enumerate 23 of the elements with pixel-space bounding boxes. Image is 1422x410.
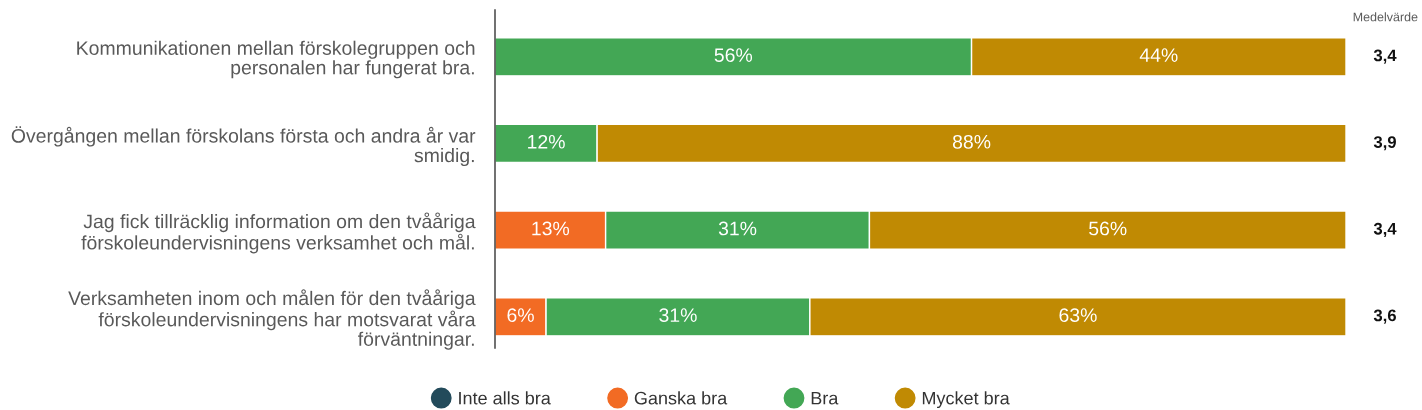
- data-label: 88%: [952, 134, 991, 149]
- y-tick-label: Övergången mellan förskolans första och andra år var smidig.: [11, 126, 476, 167]
- text: 3,6: [1373, 309, 1396, 324]
- data-label: 44%: [1139, 48, 1178, 62]
- data-label: 31%: [659, 308, 697, 323]
- text: 3,4: [1373, 49, 1397, 64]
- legend-label: Bra: [811, 391, 839, 405]
- data-label: 13%: [532, 221, 570, 236]
- text: 3,9: [1373, 136, 1396, 151]
- data-label: 56%: [1089, 221, 1127, 236]
- legend-label: Ganska bra: [634, 391, 728, 405]
- data-label: 12%: [528, 134, 565, 149]
- y-tick-label: Verksamheten inom och målen för den tvååriga förskoleundervisningens har motsvarat våra förväntningar.: [68, 289, 476, 350]
- text: Medelvärde: [1353, 12, 1418, 22]
- data-label: 63%: [1059, 308, 1097, 323]
- data-label: 6%: [507, 308, 534, 323]
- data-label: 31%: [718, 221, 757, 236]
- y-tick-label: Jag fick tillräcklig information om den tvååriga förskoleundervisningens verksamhet och mål.: [81, 212, 476, 254]
- legend-label: Mycket bra: [922, 391, 1010, 409]
- y-tick-label: Kommunikationen mellan förskolegruppen och personalen har fungerat bra.: [77, 40, 475, 79]
- legend-label: Inte alls bra: [459, 391, 551, 405]
- text: 3,4: [1373, 222, 1397, 238]
- data-label: 56%: [714, 48, 753, 63]
